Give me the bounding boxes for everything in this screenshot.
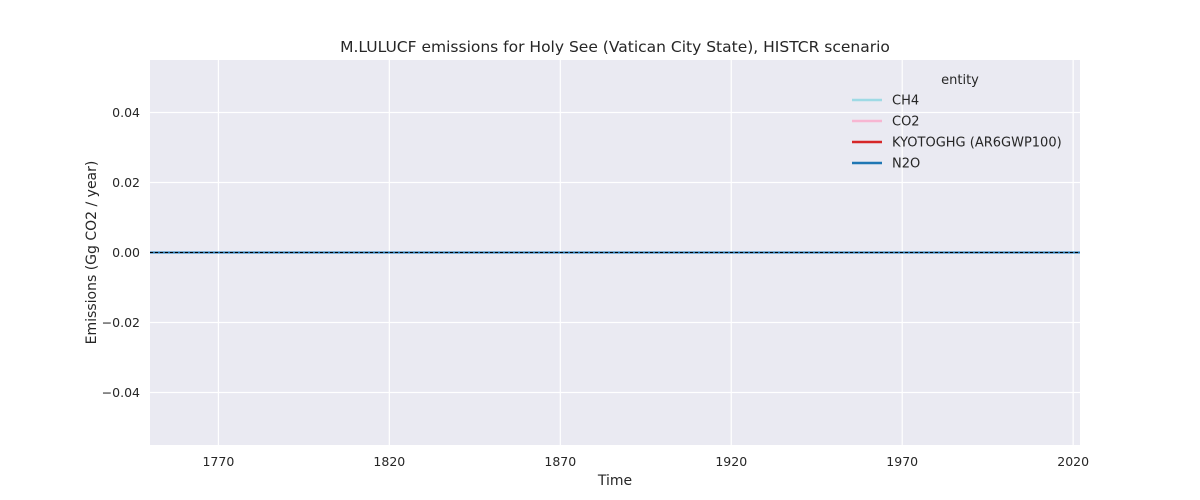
x-tick-label: 1820 [373,454,405,469]
y-tick-label: 0.02 [112,175,140,190]
y-axis-label: Emissions (Gg CO2 / year) [84,161,100,345]
chart-title: M.LULUCF emissions for Holy See (Vatican… [340,38,890,56]
y-tick-label: −0.04 [102,385,140,400]
y-tick-labels: −0.04 −0.02 0.00 0.02 0.04 [102,105,140,400]
legend-title: entity [941,73,979,88]
legend-entry: KYOTOGHG (AR6GWP100) [892,136,1062,151]
x-tick-label: 1970 [886,454,918,469]
legend-entry: CH4 [892,94,919,109]
x-tick-label: 1770 [202,454,234,469]
legend: entity CH4 CO2 KYOTOGHG (AR6GWP100) N2O [852,73,1062,172]
legend-entry: CO2 [892,115,920,130]
y-tick-label: 0.04 [112,105,140,120]
x-tick-label: 2020 [1057,454,1089,469]
legend-entry: N2O [892,157,920,172]
x-axis-label: Time [597,473,632,489]
x-tick-label: 1870 [544,454,576,469]
legend-items: CH4 CO2 KYOTOGHG (AR6GWP100) N2O [852,94,1062,172]
y-tick-label: −0.02 [102,315,140,330]
x-tick-label: 1920 [715,454,747,469]
x-tick-labels: 1770 1820 1870 1920 1970 2020 [202,454,1089,469]
y-tick-label: 0.00 [112,245,140,260]
